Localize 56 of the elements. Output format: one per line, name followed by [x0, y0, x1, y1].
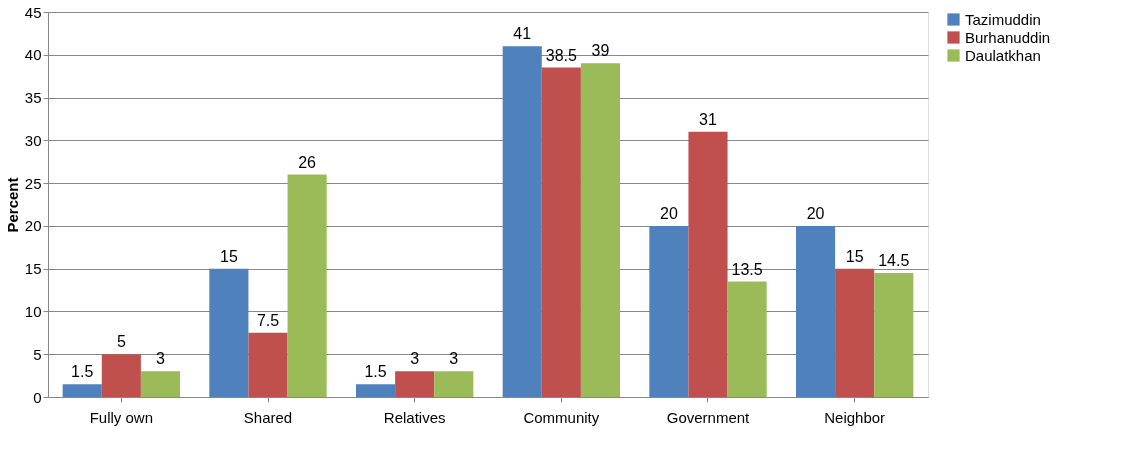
y-tick-label: 45: [24, 3, 42, 21]
bar: [874, 272, 914, 397]
data-label: 5: [116, 333, 126, 351]
data-label: 15: [219, 247, 238, 265]
bar: [727, 281, 767, 397]
bar: [209, 268, 249, 397]
data-label: 3: [155, 350, 165, 368]
y-tick-label: 20: [24, 217, 42, 235]
data-label: 39: [591, 42, 610, 60]
y-tick-label: 5: [33, 345, 42, 363]
data-label: 15: [845, 247, 864, 265]
y-tick-label: 25: [24, 174, 42, 192]
bar: [395, 371, 435, 397]
data-label: 31: [699, 110, 717, 128]
y-tick-label: 15: [24, 260, 42, 278]
data-label: 13.5: [731, 260, 763, 278]
bar: [541, 67, 581, 397]
legend-label: Daulatkhan: [965, 46, 1041, 64]
data-label: 3: [410, 350, 420, 368]
data-label: 41: [513, 25, 532, 43]
data-label: 1.5: [364, 363, 387, 381]
legend-label: Tazimuddin: [965, 10, 1041, 28]
data-label: 20: [659, 204, 678, 222]
data-label: 1.5: [71, 363, 94, 381]
bar: [580, 63, 620, 397]
x-tick-label: Neighbor: [824, 408, 886, 426]
data-label: 3: [449, 350, 459, 368]
bar: [356, 384, 396, 397]
data-label: 20: [806, 204, 825, 222]
bar: [688, 131, 728, 397]
bar: [287, 174, 327, 397]
bar: [248, 332, 288, 397]
data-label: 14.5: [878, 251, 910, 269]
y-tick-label: 35: [24, 89, 42, 107]
data-label: 26: [298, 153, 317, 171]
bar: [101, 354, 141, 397]
y-tick-label: 30: [24, 131, 42, 149]
x-tick-label: Government: [666, 408, 751, 426]
x-tick-label: Fully own: [89, 408, 154, 426]
bar: [649, 225, 689, 397]
data-label: 38.5: [545, 46, 578, 64]
bar: [835, 268, 875, 397]
bar: [796, 225, 836, 397]
y-axis-title: Percent: [3, 177, 21, 233]
y-tick-label: 10: [24, 302, 42, 320]
x-tick-label: Shared: [243, 408, 293, 426]
bar: [502, 46, 542, 397]
bar: [434, 371, 474, 397]
y-tick-label: 40: [24, 46, 42, 64]
data-label: 7.5: [256, 311, 280, 329]
bar: [62, 384, 102, 397]
x-tick-label: Relatives: [383, 408, 446, 426]
y-tick-label: 0: [33, 388, 42, 406]
x-tick-label: Community: [523, 408, 600, 426]
legend-label: Burhanuddin: [965, 28, 1051, 46]
bar: [140, 371, 180, 397]
